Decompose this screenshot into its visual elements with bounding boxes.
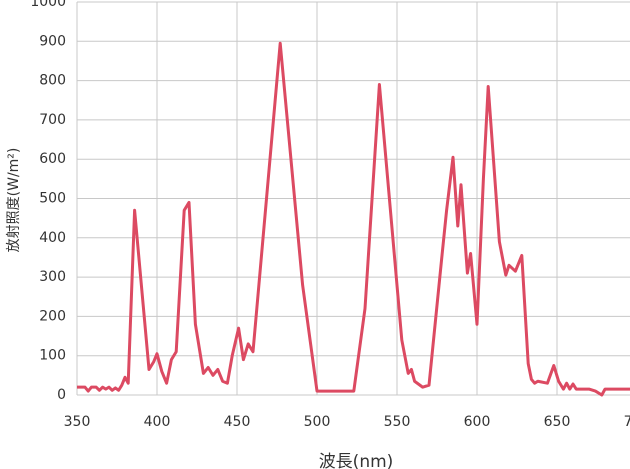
y-tick-label: 300: [39, 269, 66, 285]
y-tick-label: 200: [39, 308, 66, 324]
x-tick-label: 450: [224, 414, 251, 430]
x-tick-label: 500: [304, 414, 331, 430]
y-tick-label: 1000: [30, 0, 66, 10]
x-axis-label: 波長(nm): [319, 452, 394, 469]
y-tick-label: 600: [39, 151, 66, 167]
y-tick-label: 500: [39, 191, 66, 207]
y-axis-label: 放射照度(W/m²): [6, 148, 22, 253]
data-line: [77, 41, 630, 397]
x-tick-label: 350: [64, 414, 91, 430]
x-tick-label: 650: [544, 414, 571, 430]
x-tick-label: 600: [464, 414, 491, 430]
y-tick-label: 700: [39, 112, 66, 128]
x-tick-label: 400: [144, 414, 171, 430]
y-tick-label: 900: [39, 33, 66, 49]
y-tick-label: 800: [39, 73, 66, 89]
y-tick-label: 0: [57, 387, 66, 403]
x-tick-label: 700: [624, 414, 630, 430]
x-tick-label: 550: [384, 414, 411, 430]
y-tick-label: 400: [39, 230, 66, 246]
y-tick-label: 100: [39, 348, 66, 364]
